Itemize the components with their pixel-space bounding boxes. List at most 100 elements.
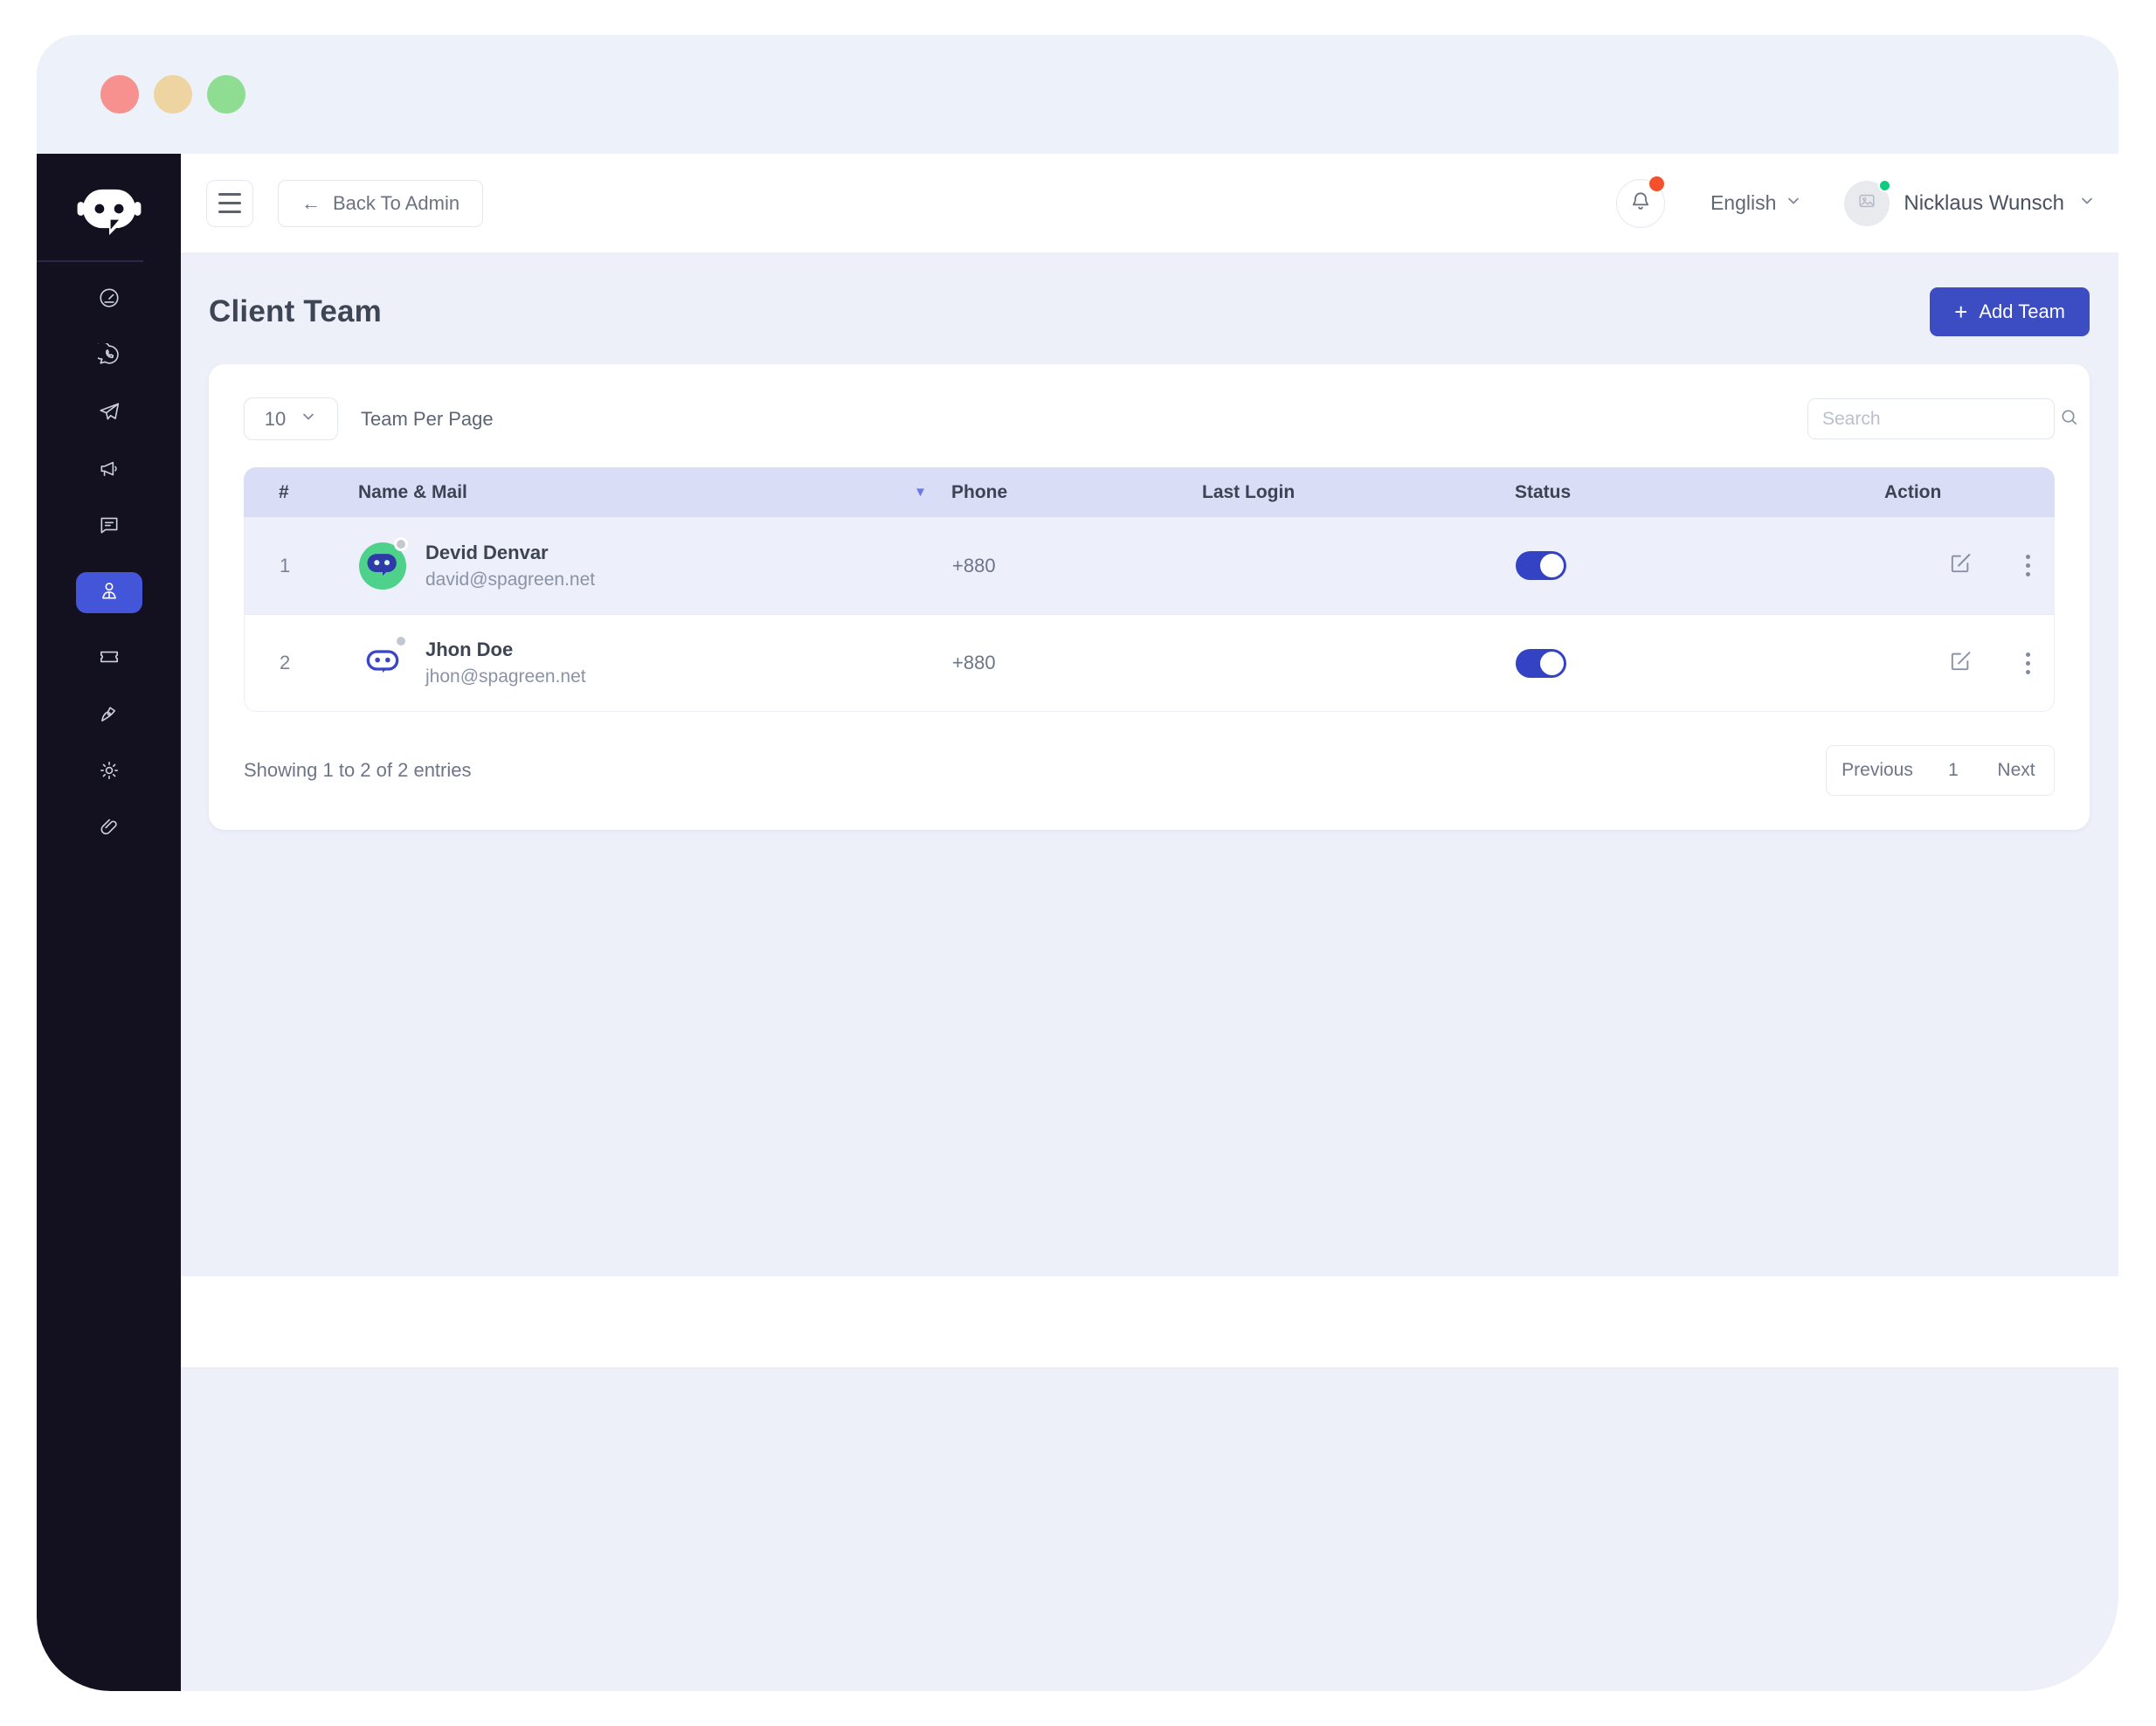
- search-icon: [2059, 407, 2079, 432]
- pagination-page-1-button[interactable]: 1: [1928, 746, 1979, 795]
- robot-avatar-icon: [365, 646, 400, 680]
- chat-bubble-icon: [98, 514, 121, 541]
- sidebar-item-whatsapp[interactable]: [92, 341, 121, 370]
- add-team-button[interactable]: + Add Team: [1930, 287, 2090, 336]
- team-table-card: 10 Team Per Page: [209, 364, 2090, 830]
- row-index: 1: [280, 554, 291, 576]
- pagination: Previous 1 Next: [1826, 745, 2055, 796]
- language-selector[interactable]: English: [1710, 191, 1802, 215]
- app-window: ← Back To Admin English: [37, 35, 2118, 1691]
- per-page-value: 10: [264, 407, 287, 430]
- search-box: [1807, 398, 2077, 439]
- ticket-icon: [98, 646, 121, 673]
- add-team-label: Add Team: [1979, 300, 2065, 322]
- pagination-previous-button[interactable]: Previous: [1827, 746, 1928, 795]
- member-phone: +880: [952, 652, 996, 673]
- presence-dot: [394, 536, 408, 551]
- table-row: 2 Jhon Doe: [245, 614, 2054, 711]
- column-header-name-mail[interactable]: Name & Mail ▼: [322, 482, 951, 503]
- sidebar-toggle-button[interactable]: [206, 179, 253, 227]
- whatsapp-icon: [92, 341, 121, 370]
- chevron-down-icon: [1785, 191, 1802, 215]
- sort-descending-icon: ▼: [914, 485, 927, 500]
- user-name: Nicklaus Wunsch: [1904, 190, 2064, 215]
- footer-area: [181, 1367, 2118, 1691]
- search-input[interactable]: [1822, 408, 2059, 430]
- megaphone-icon: [98, 457, 121, 484]
- person-icon: [98, 579, 121, 606]
- brand-logo[interactable]: [76, 173, 142, 248]
- team-table: # Name & Mail ▼ Phone Last Login Status …: [244, 467, 2055, 712]
- robot-logo-icon: [76, 182, 142, 240]
- column-header-phone: Phone: [951, 481, 1008, 502]
- notification-badge: [1648, 176, 1664, 191]
- sidebar-item-announcement[interactable]: [98, 459, 121, 481]
- per-page-select[interactable]: 10: [244, 397, 338, 440]
- table-header-row: # Name & Mail ▼ Phone Last Login Status …: [244, 467, 2055, 517]
- main-area: ← Back To Admin English: [181, 154, 2118, 1691]
- sidebar: [37, 154, 181, 1691]
- back-arrow-icon: ←: [301, 191, 321, 214]
- window-titlebar: [37, 35, 2118, 154]
- user-menu[interactable]: Nicklaus Wunsch: [1844, 178, 2096, 226]
- close-window-dot[interactable]: [100, 75, 139, 114]
- dashboard-gauge-icon: [98, 287, 121, 314]
- sidebar-item-team[interactable]: [75, 572, 142, 613]
- sidebar-item-attachment[interactable]: [98, 818, 121, 840]
- member-avatar: [359, 634, 408, 687]
- column-header-status: Status: [1515, 481, 1572, 502]
- status-toggle[interactable]: [1516, 648, 1566, 678]
- back-to-admin-button[interactable]: ← Back To Admin: [278, 179, 484, 227]
- edit-icon[interactable]: [1948, 648, 1973, 679]
- sidebar-nav: [75, 287, 142, 840]
- row-index: 2: [280, 652, 291, 673]
- sidebar-item-chat[interactable]: [98, 515, 121, 538]
- entries-summary: Showing 1 to 2 of 2 entries: [244, 759, 472, 781]
- gear-icon: [98, 759, 121, 786]
- image-placeholder-icon: [1857, 191, 1876, 215]
- page-content: Client Team + Add Team 10: [181, 252, 2118, 1276]
- table-row: 1 Devid Denvar: [245, 517, 2054, 614]
- member-avatar: [359, 536, 408, 590]
- more-options-icon[interactable]: [2022, 649, 2034, 678]
- member-name: Jhon Doe: [425, 639, 514, 660]
- column-header-name-mail-label: Name & Mail: [358, 481, 467, 502]
- pagination-next-button[interactable]: Next: [1979, 746, 2054, 795]
- online-status-dot: [1878, 178, 1892, 192]
- status-toggle[interactable]: [1516, 551, 1566, 580]
- chevron-down-icon: [300, 408, 317, 431]
- telegram-plane-icon: [98, 400, 121, 427]
- avatar: [1844, 178, 1892, 226]
- notifications-button[interactable]: [1615, 176, 1665, 228]
- minimize-window-dot[interactable]: [154, 75, 192, 114]
- column-header-index: #: [279, 481, 289, 502]
- robot-avatar-icon: [365, 549, 400, 583]
- more-options-icon[interactable]: [2022, 551, 2034, 580]
- maximize-window-dot[interactable]: [207, 75, 245, 114]
- member-phone: +880: [952, 554, 996, 576]
- column-header-action: Action: [1884, 481, 1942, 502]
- sidebar-item-ticket[interactable]: [98, 647, 121, 670]
- back-to-admin-label: Back To Admin: [333, 191, 460, 214]
- member-email: jhon@spagreen.net: [425, 666, 586, 687]
- page-title: Client Team: [209, 294, 382, 328]
- edit-icon[interactable]: [1948, 550, 1973, 581]
- column-header-last-login: Last Login: [1202, 481, 1296, 502]
- paperclip-icon: [98, 816, 121, 843]
- plus-icon: +: [1954, 298, 1968, 325]
- presence-dot: [394, 634, 408, 648]
- per-page-label: Team Per Page: [361, 407, 494, 430]
- chevron-down-icon: [2078, 192, 2096, 214]
- bell-icon: [1629, 190, 1652, 217]
- language-label: English: [1710, 191, 1777, 214]
- content-gap: [181, 1276, 2118, 1367]
- pen-nib-icon: [98, 702, 121, 729]
- sidebar-item-dashboard[interactable]: [98, 287, 121, 314]
- sidebar-item-settings[interactable]: [98, 761, 121, 784]
- sidebar-item-design[interactable]: [98, 704, 121, 727]
- member-email: david@spagreen.net: [425, 569, 596, 590]
- topbar: ← Back To Admin English: [181, 154, 2118, 252]
- member-name: Devid Denvar: [425, 541, 549, 563]
- sidebar-item-telegram[interactable]: [98, 402, 121, 425]
- sidebar-divider: [37, 260, 143, 262]
